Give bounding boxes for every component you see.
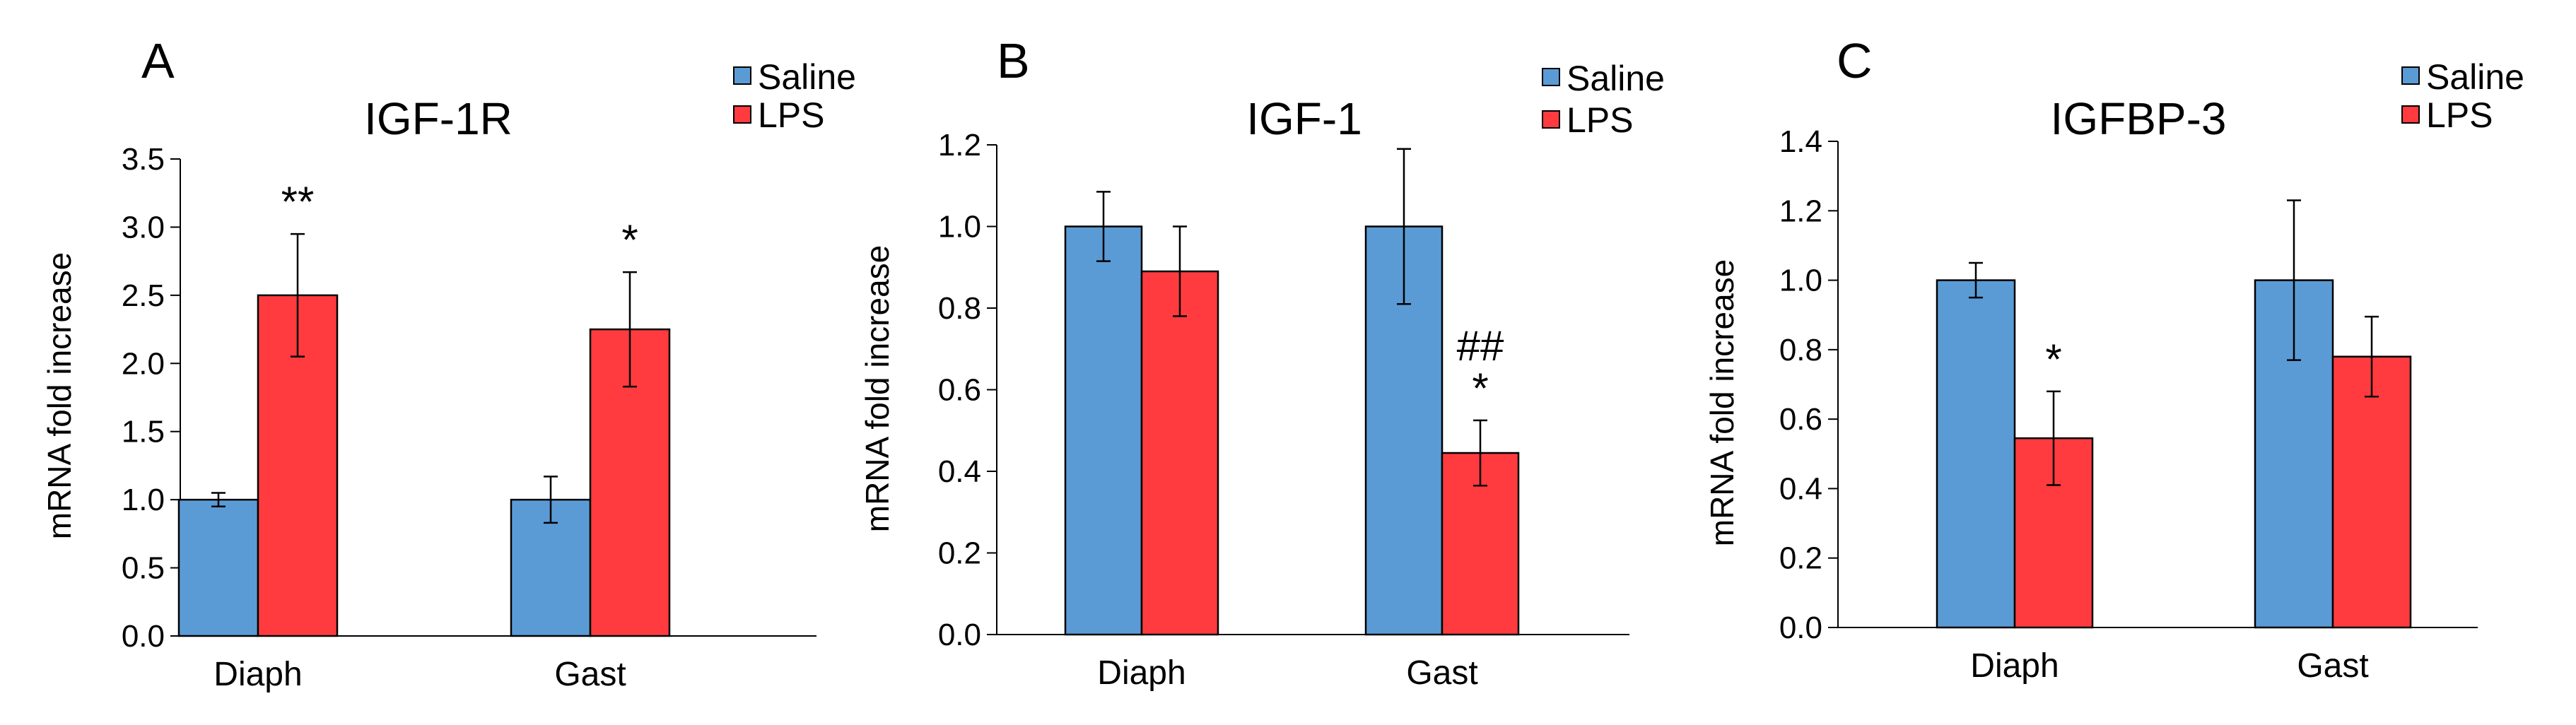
- y-tick-label: 1.0: [938, 210, 981, 244]
- y-tick-label: 3.0: [122, 210, 165, 244]
- y-tick-label: 0.0: [1779, 611, 1822, 645]
- category-label: Gast: [1406, 654, 1477, 692]
- legend-label-lps: LPS: [2426, 95, 2493, 135]
- y-axis-label: mRNA fold increase: [1704, 259, 1740, 547]
- legend-swatch-saline: [2401, 66, 2420, 85]
- y-tick-label: 1.0: [1779, 264, 1822, 298]
- y-tick-label: 0.6: [1779, 402, 1822, 437]
- category-label: Diaph: [1970, 647, 2059, 685]
- significance-marker: *: [621, 216, 638, 264]
- significance-marker: *: [2045, 336, 2061, 383]
- y-axis-label: mRNA fold increase: [859, 245, 896, 533]
- category-label: Gast: [554, 656, 626, 693]
- legend-swatch-lps: [733, 105, 751, 124]
- y-tick-label: 1.2: [1779, 194, 1822, 228]
- panel-letter: C: [1837, 33, 1873, 88]
- panel-b: B IGF-1 mRNA fold increase Saline LPS 0.…: [859, 33, 1665, 692]
- y-tick-label: 0.4: [938, 454, 981, 489]
- legend: Saline LPS: [2401, 57, 2524, 135]
- significance-marker: ##: [1457, 322, 1504, 370]
- y-axis-label: mRNA fold increase: [41, 252, 78, 540]
- y-tick-label: 2.5: [122, 278, 165, 313]
- legend-label-lps: LPS: [758, 95, 825, 135]
- category-label: Diaph: [1097, 654, 1185, 692]
- bar-saline: [1064, 225, 1143, 636]
- bar-saline: [177, 498, 259, 637]
- significance-marker: **: [281, 178, 315, 225]
- y-tick-label: 1.4: [1779, 124, 1822, 159]
- panel-a: A IGF-1R mRNA fold increase Saline LPS 0…: [41, 33, 856, 693]
- legend-label-saline: Saline: [2426, 57, 2524, 97]
- category-label: Gast: [2297, 647, 2368, 685]
- legend: Saline LPS: [1542, 59, 1665, 140]
- category-label: Diaph: [213, 656, 302, 693]
- panel-letter: B: [997, 33, 1030, 88]
- bar-saline: [1936, 279, 2016, 629]
- panel-c: C IGFBP-3 mRNA fold increase Saline LPS …: [1704, 33, 2524, 685]
- y-tick-label: 0.2: [1779, 541, 1822, 576]
- plot-area: 0.0 0.2 0.4 0.6 0.8 1.0 1.2 Diaph Gast *##: [938, 128, 1629, 692]
- plot-area: 0.0 0.2 0.4 0.6 0.8 1.0 1.2 1.4 Diaph Gast *: [1779, 124, 2478, 685]
- chart-title: IGF-1R: [364, 93, 513, 144]
- y-tick-label: 0.8: [1779, 333, 1822, 367]
- chart-title: IGF-1: [1246, 93, 1362, 144]
- legend-swatch-lps: [2401, 105, 2420, 124]
- y-tick-label: 0.0: [122, 619, 165, 654]
- legend-swatch-saline: [1542, 68, 1560, 86]
- legend: Saline LPS: [733, 57, 856, 135]
- legend-label-saline: Saline: [758, 57, 856, 97]
- y-tick-label: 1.0: [122, 483, 165, 517]
- y-tick-label: 0.5: [122, 551, 165, 586]
- chart-title: IGFBP-3: [2051, 93, 2227, 144]
- y-tick-label: 0.8: [938, 291, 981, 326]
- legend-swatch-lps: [1542, 110, 1560, 129]
- significance-marker: *: [1472, 365, 1488, 412]
- y-tick-label: 0.6: [938, 373, 981, 408]
- y-tick-label: 3.5: [122, 142, 165, 177]
- legend-label-lps: LPS: [1567, 100, 1634, 140]
- y-tick-label: 0.2: [938, 536, 981, 571]
- y-tick-label: 0.4: [1779, 471, 1822, 506]
- y-tick-label: 2.0: [122, 346, 165, 381]
- legend-swatch-saline: [733, 66, 751, 85]
- y-tick-label: 0.0: [938, 618, 981, 652]
- panel-letter: A: [141, 33, 175, 88]
- y-tick-label: 1.5: [122, 415, 165, 449]
- bar-lps: [2331, 355, 2412, 629]
- bar-lps: [1140, 270, 1219, 636]
- legend-label-saline: Saline: [1567, 59, 1665, 98]
- y-tick-label: 1.2: [938, 128, 981, 163]
